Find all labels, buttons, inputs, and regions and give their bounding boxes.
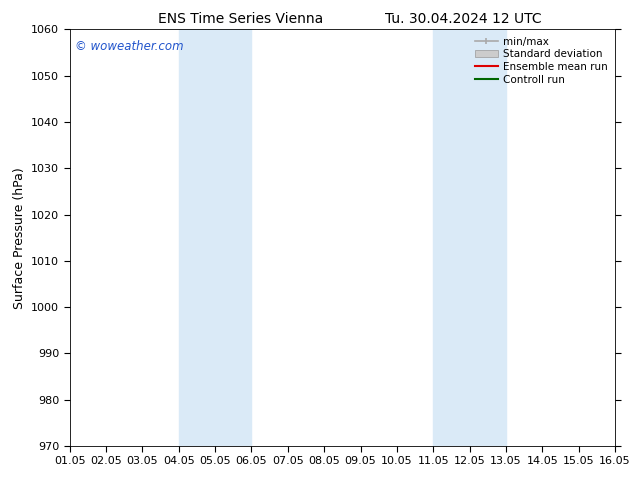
Text: © woweather.com: © woweather.com [75,40,184,53]
Y-axis label: Surface Pressure (hPa): Surface Pressure (hPa) [13,167,25,309]
Bar [433,29,506,446]
Text: ENS Time Series Vienna: ENS Time Series Vienna [158,12,323,26]
Text: Tu. 30.04.2024 12 UTC: Tu. 30.04.2024 12 UTC [384,12,541,26]
Legend: min/max, Standard deviation, Ensemble mean run, Controll run: min/max, Standard deviation, Ensemble me… [473,35,610,87]
Bar [179,29,252,446]
